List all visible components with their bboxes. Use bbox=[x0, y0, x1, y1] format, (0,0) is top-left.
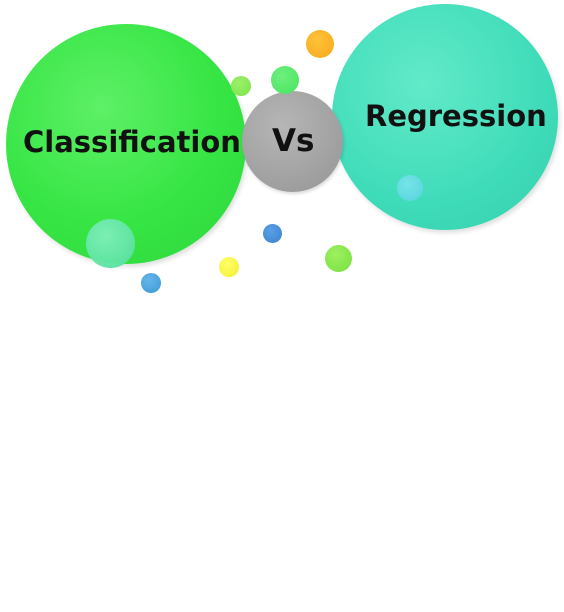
decorative-orange-dot bbox=[306, 30, 334, 58]
decorative-lime-dot-bottom bbox=[325, 245, 352, 272]
decorative-green-dot bbox=[271, 66, 299, 94]
regression-bubble bbox=[332, 4, 558, 230]
decorative-cyan-dot bbox=[397, 175, 423, 201]
classification-label: Classification bbox=[23, 125, 241, 159]
decorative-yellow-dot bbox=[219, 257, 239, 277]
decorative-lime-dot-top bbox=[231, 76, 251, 96]
decorative-blue-dot-middle bbox=[263, 224, 282, 243]
decorative-teal-dot bbox=[86, 219, 135, 268]
decorative-blue-dot-bottom bbox=[141, 273, 161, 293]
versus-bubble bbox=[242, 91, 343, 192]
regression-label: Regression bbox=[365, 99, 547, 133]
versus-label: Vs bbox=[272, 123, 315, 159]
